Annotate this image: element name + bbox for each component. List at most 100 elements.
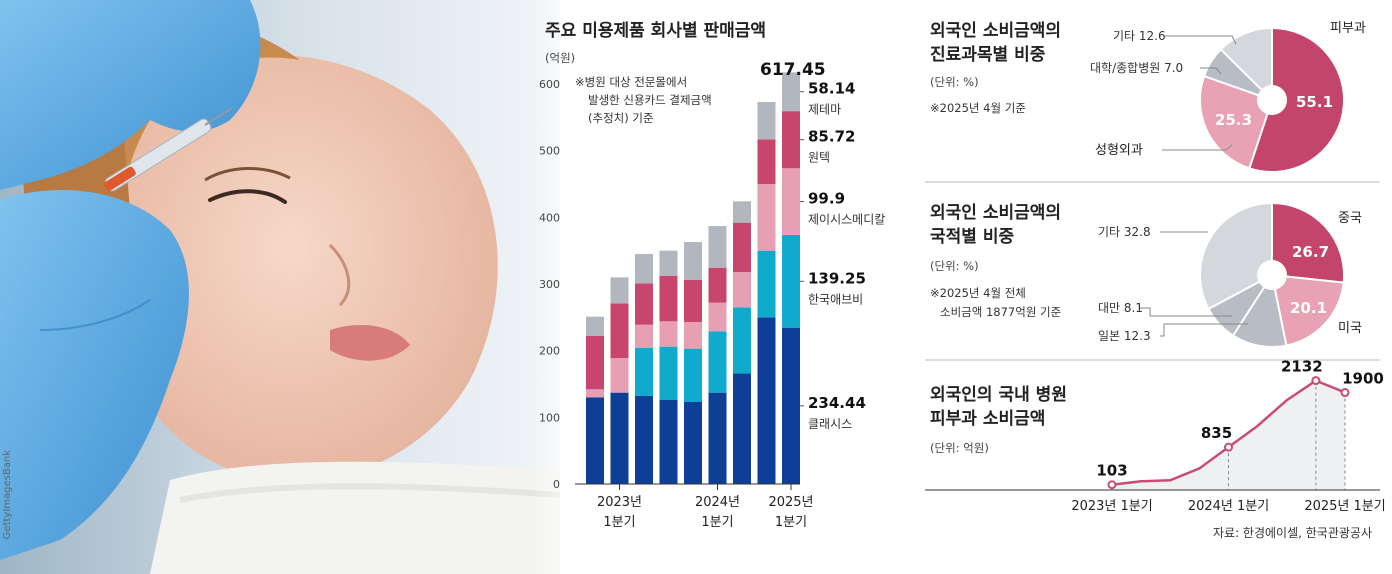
bar-segment (586, 397, 604, 484)
bar-x-label: 2024년 (695, 495, 740, 510)
bar-segment (782, 168, 800, 235)
bar-x-label: 1분기 (775, 515, 807, 530)
source-note: 자료: 한경에이셀, 한국관광공사 (1213, 526, 1372, 540)
pie2-label-japan: 일본 12.3 (1098, 329, 1151, 343)
pie2-title-2: 국적별 비중 (930, 227, 1014, 247)
bar-segment (684, 348, 702, 402)
bar-label-name: 클래시스 (808, 417, 852, 431)
bar-segment (782, 234, 800, 328)
bar-chart-note-3: (추정치) 기준 (588, 111, 654, 125)
bar-segment (635, 254, 653, 284)
bar-segment (733, 373, 751, 484)
bar-label-value: 85.72 (808, 128, 855, 146)
pie-slice (1271, 201, 1345, 284)
bar-segment (586, 389, 604, 398)
pie1-leader (1165, 35, 1237, 45)
bar-segment (610, 277, 629, 304)
bar-label-value: 58.14 (808, 80, 855, 98)
bar-segment (684, 402, 702, 484)
pie1-hole (1257, 85, 1287, 115)
bar-chart: 주요 미용제품 회사별 판매금액 (억원) ※병원 대상 전문몰에서 발생한 신… (539, 21, 885, 530)
pie1-leader (1200, 67, 1222, 75)
bar-segment (586, 336, 604, 390)
line-point-label: 2132 (1281, 358, 1323, 376)
bar-segment (635, 283, 653, 325)
skincare-injection-photo (0, 0, 560, 574)
bar-segment (733, 201, 751, 223)
pie1-label-dermatology-value: 55.1 (1296, 93, 1333, 111)
line-x-label: 2024년 1분기 (1188, 499, 1269, 514)
pie-slice (1198, 201, 1273, 311)
bar-y-axis: 0 100 200 300 400 500 600 (539, 78, 560, 491)
pie2-hole (1257, 260, 1287, 290)
bar-chart-title: 주요 미용제품 회사별 판매금액 (545, 21, 766, 41)
line-x-label: 2025년 1분기 (1304, 499, 1385, 514)
bar-segment (708, 331, 727, 393)
bar-segment (708, 392, 727, 484)
line-point (1311, 376, 1321, 386)
bar-segment (708, 268, 727, 303)
bar-segment (757, 317, 776, 484)
pie2-unit: (단위: %) (930, 259, 979, 273)
pie1-title-1: 외국인 소비금액의 (930, 21, 1061, 41)
pie2-note-2: 소비금액 1877억원 기준 (940, 305, 1061, 319)
bar-segment (684, 322, 702, 349)
pie2-label-usa-value: 20.1 (1290, 299, 1327, 317)
bar-segment (610, 303, 629, 358)
line-area: 103 835 2132 1900 (1096, 358, 1384, 490)
bar-segment (684, 242, 702, 280)
bar-chart-note-2: 발생한 신용카드 결제금액 (588, 93, 712, 107)
pie2-slices (1198, 201, 1345, 348)
bar-y-tick: 600 (539, 78, 560, 91)
line-x-labels: 2023년 1분기 2024년 1분기 2025년 1분기 (1071, 499, 1385, 514)
pie1-label-plastic: 성형외과 (1095, 143, 1143, 158)
pie2-leader (1160, 323, 1248, 337)
bar-label-name: 제이시스메디칼 (808, 213, 885, 227)
pie-slice (1219, 26, 1273, 103)
bar-total-label: 617.45 (760, 60, 826, 80)
bar-label-name: 원텍 (808, 151, 830, 165)
bar-x-label: 2023년 (597, 495, 642, 510)
line-point (1224, 442, 1233, 452)
pie-chart-department: 외국인 소비금액의 진료과목별 비중 (단위: %) ※2025년 4월 기준 … (930, 21, 1366, 173)
line-point-label: 103 (1096, 462, 1127, 480)
bar-y-tick: 400 (539, 211, 560, 224)
pie2-label-taiwan: 대만 8.1 (1098, 301, 1143, 315)
pie1-slices (1199, 26, 1345, 173)
bar-segment (659, 321, 678, 347)
pie1-unit: (단위: %) (930, 75, 979, 89)
bar-y-tick: 200 (539, 345, 560, 358)
bar-label-value: 139.25 (808, 269, 866, 287)
bar-segment (708, 302, 727, 332)
bar-segment (610, 358, 629, 393)
bar-x-label: 2025년 (768, 495, 813, 510)
line-point-label: 835 (1201, 424, 1232, 442)
bar-x-labels: 2023년 1분기 2024년 1분기 2025년 1분기 (597, 484, 814, 530)
pie2-leader (1140, 307, 1232, 317)
pie2-note-1: ※2025년 4월 전체 (930, 286, 1026, 300)
bar-segment (757, 139, 776, 184)
bar-label-name: 한국애브비 (808, 292, 863, 306)
bar-segment (659, 400, 678, 484)
bar-y-tick: 0 (553, 478, 560, 491)
line-unit: (단위: 억원) (930, 441, 989, 455)
pie1-note: ※2025년 4월 기준 (930, 101, 1026, 115)
pie1-title-2: 진료과목별 비중 (930, 45, 1046, 65)
bar-segment (757, 102, 776, 140)
line-fill (1112, 380, 1345, 490)
pie-chart-nationality: 외국인 소비금액의 국적별 비중 (단위: %) ※2025년 4월 전체 소비… (930, 201, 1362, 348)
line-point-label: 1900 (1342, 370, 1384, 388)
line-title-1: 외국인의 국내 병원 (930, 385, 1067, 405)
bar-segment (782, 72, 800, 112)
pie1-leader (1162, 144, 1233, 151)
bar-x-label: 1분기 (603, 515, 635, 530)
bar-series-labels: 58.14 제테마 85.72 원텍 99.9 제이시스메디칼 139.25 한국애브비 234… (800, 80, 885, 431)
bar-segment (684, 280, 702, 322)
pie1-label-hospital: 대학/종합병원 7.0 (1090, 61, 1183, 75)
line-point (1340, 388, 1350, 398)
pie2-label-china-value: 26.7 (1292, 243, 1329, 261)
bar-segment (782, 111, 800, 169)
bar-chart-ylabel: (억원) (545, 51, 575, 65)
